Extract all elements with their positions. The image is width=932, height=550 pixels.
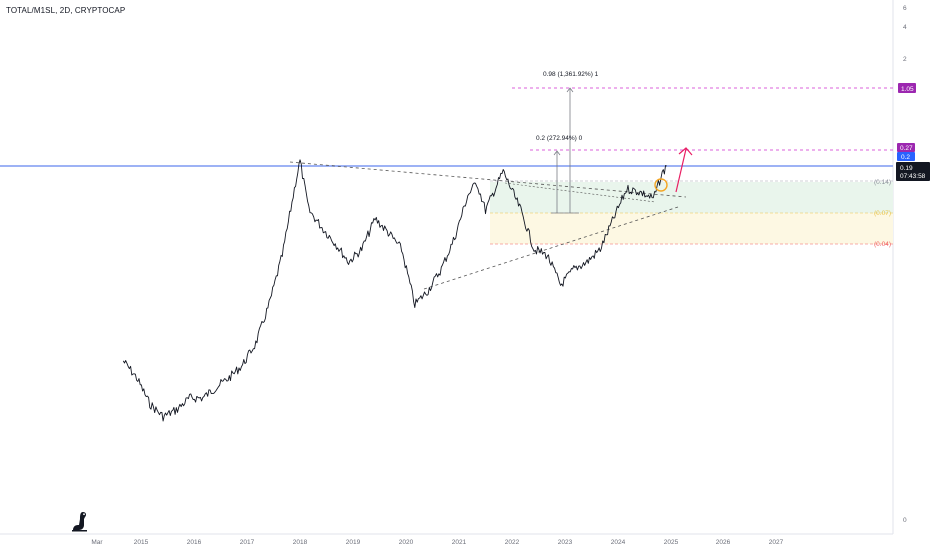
breakout-circle: [654, 178, 668, 192]
badge-target-027: 0.27: [897, 143, 915, 152]
upper-trendline: [289, 161, 687, 198]
level-label-007: (0.07): [874, 210, 891, 217]
measure-large-label: 0.98 (1,361.92%) 1: [543, 71, 599, 78]
x-tick-label: 2023: [558, 539, 573, 546]
x-axis: Mar 2015 2016 2017 2018 2019 2020 2021 2022 2023 2…: [91, 539, 783, 546]
badge-target-105: 1.05: [898, 83, 916, 93]
y-tick-label: 4: [903, 24, 907, 31]
x-tick-label: 2018: [293, 539, 308, 546]
measure-small-label: 0.2 (272.94%) 0: [536, 135, 583, 142]
badge-current-price: 0.19 07:43:58: [896, 162, 930, 181]
projection-arrow: [675, 147, 693, 193]
measure-large: [566, 87, 574, 213]
x-tick-label: 2024: [611, 539, 626, 546]
x-tick-label: 2026: [716, 539, 731, 546]
x-tick-label: 2016: [187, 539, 202, 546]
x-tick-label: 2025: [664, 539, 679, 546]
tradingview-dino-logo: [70, 511, 90, 533]
chart-title: TOTAL/M1SL, 2D, CRYPTOCAP: [6, 6, 126, 15]
yellow-support-zone: [490, 213, 893, 244]
badge-level-02: 0.2: [897, 152, 915, 161]
x-tick-label: 2015: [134, 539, 149, 546]
mid-trendline: [504, 182, 656, 203]
y-axis: 6 4 2 0: [903, 5, 907, 524]
measure-small: [551, 150, 579, 214]
badge-target-027-text: 0.27: [900, 145, 913, 152]
level-label-014: (0.14): [874, 179, 891, 186]
y-tick-label: 0: [903, 517, 907, 524]
price-line: [122, 159, 667, 422]
y-tick-label: 6: [903, 5, 907, 12]
x-tick-label: 2019: [346, 539, 361, 546]
x-tick-label: Mar: [91, 539, 103, 546]
x-tick-label: 2022: [505, 539, 520, 546]
badge-target-105-text: 1.05: [901, 86, 914, 93]
x-tick-label: 2017: [240, 539, 255, 546]
y-tick-label: 2: [903, 56, 907, 63]
green-support-zone: [490, 182, 893, 213]
x-tick-label: 2021: [452, 539, 467, 546]
lower-trendline: [423, 206, 679, 290]
level-label-004: (0.04): [874, 241, 891, 248]
badge-level-02-text: 0.2: [901, 154, 910, 161]
current-price-text: 0.19: [900, 165, 913, 172]
x-tick-label: 2027: [769, 539, 784, 546]
x-tick-label: 2020: [399, 539, 414, 546]
price-series: [122, 159, 667, 422]
countdown-text: 07:43:58: [900, 173, 926, 180]
